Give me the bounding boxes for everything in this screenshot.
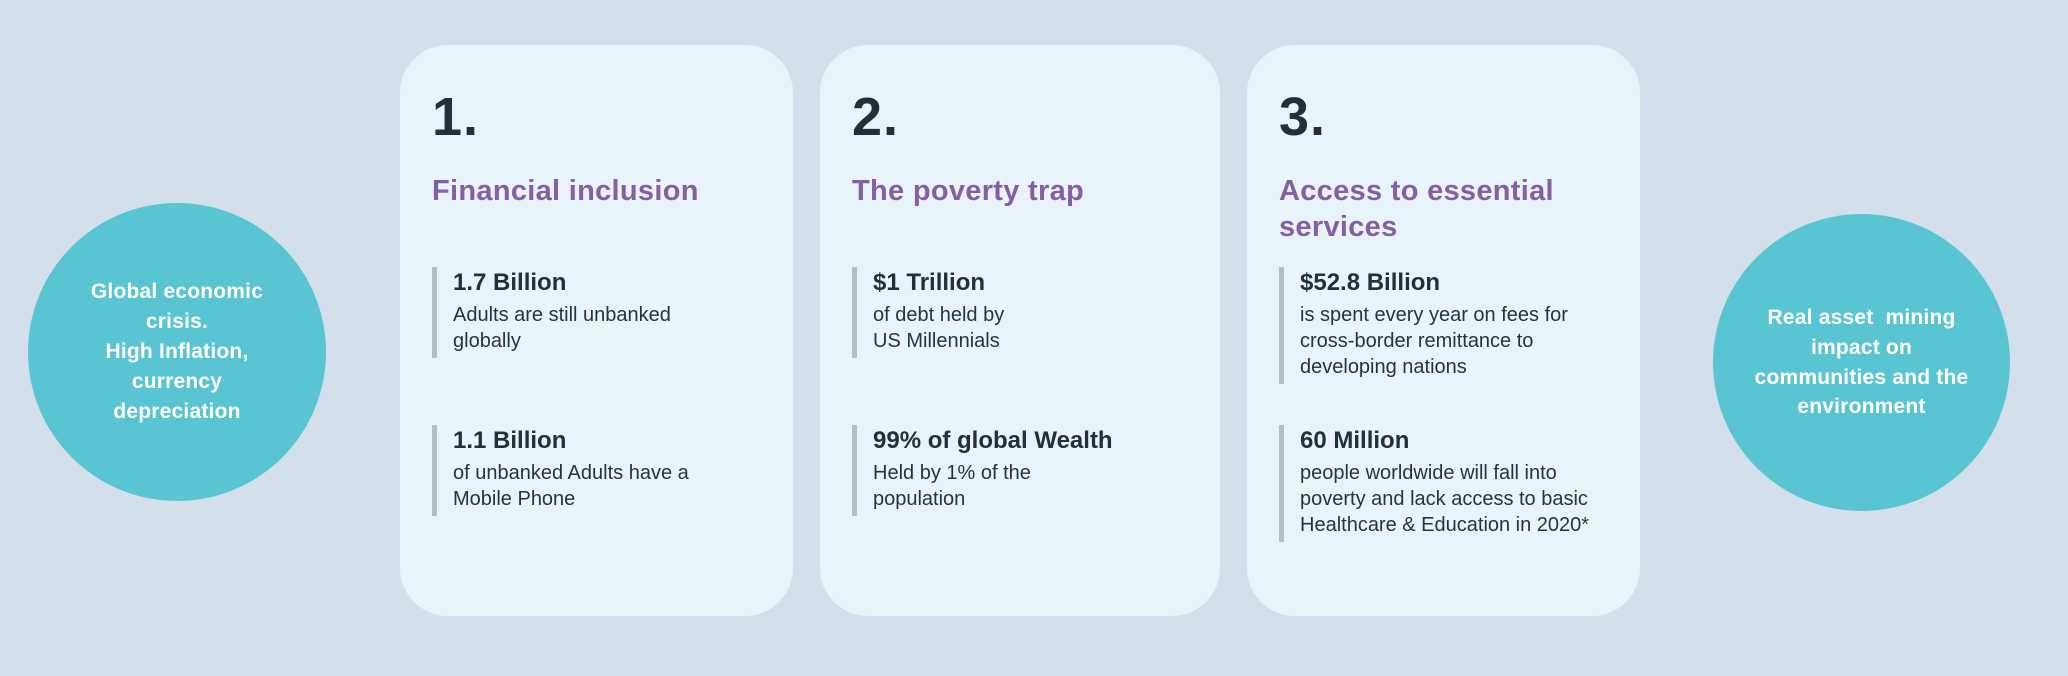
stat-value: 60 Million — [1300, 427, 1410, 454]
stat-description: of unbanked Adults have a Mobile Phone — [453, 461, 689, 510]
stat-description: people worldwide will fall into poverty … — [1300, 461, 1590, 536]
stat-block: 60 Million people worldwide will fall in… — [1279, 425, 1620, 542]
stat-description: is spent every year on fees for cross-bo… — [1300, 303, 1568, 378]
card-title: The poverty trap — [852, 175, 1085, 207]
stat-description: Held by 1% of the population — [873, 461, 1031, 510]
card-access-essential-services: 3. Access to essential services $52.8 Bi… — [1247, 45, 1640, 616]
stat-block: 1.1 Billion of unbanked Adults have a Mo… — [432, 425, 773, 516]
stat-value: 1.1 Billion — [453, 427, 567, 454]
stat-value: $52.8 Billion — [1300, 269, 1441, 296]
stat-value: 1.7 Billion — [453, 269, 567, 296]
right-context-circle: Real asset mining impact on communities … — [1713, 214, 2010, 511]
stat-value: 99% of global Wealth — [873, 427, 1113, 454]
left-circle-text: Global economic crisis. High Inflation, … — [90, 280, 264, 423]
card-number: 1. — [432, 87, 480, 147]
stat-block: $52.8 Billion is spent every year on fee… — [1279, 267, 1620, 384]
card-number: 3. — [1279, 87, 1327, 147]
stat-block: 1.7 Billion Adults are still unbanked gl… — [432, 267, 773, 358]
card-title: Financial inclusion — [432, 175, 699, 207]
card-poverty-trap: 2. The poverty trap $1 Trillion of debt … — [820, 45, 1220, 616]
stat-description: of debt held by US Millennials — [873, 303, 1005, 352]
stat-value: $1 Trillion — [873, 269, 986, 296]
card-number: 2. — [852, 87, 900, 147]
stat-block: $1 Trillion of debt held by US Millennia… — [852, 267, 1200, 358]
stat-description: Adults are still unbanked globally — [453, 303, 671, 352]
left-context-circle: Global economic crisis. High Inflation, … — [28, 203, 326, 501]
right-circle-text: Real asset mining impact on communities … — [1754, 305, 1969, 419]
stat-block: 99% of global Wealth Held by 1% of the p… — [852, 425, 1200, 516]
card-title: Access to essential services — [1279, 175, 1554, 244]
card-financial-inclusion: 1. Financial inclusion 1.7 Billion Adult… — [400, 45, 793, 616]
